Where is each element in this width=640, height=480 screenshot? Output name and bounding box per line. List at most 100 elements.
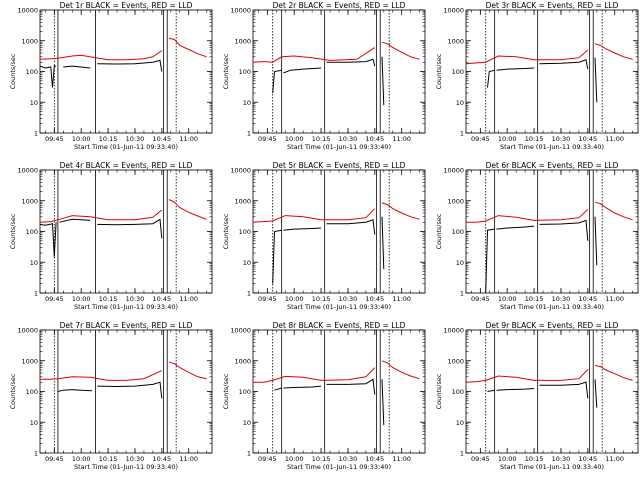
y-tick-label: 1 (34, 290, 38, 298)
events-series-line (57, 389, 93, 392)
y-tick-label: 10 (456, 259, 464, 267)
x-tick-label: 11:00 (605, 455, 624, 463)
x-tick-label: 10:15 (312, 135, 331, 143)
panel-title: Det 8r BLACK = Events, RED = LLD (273, 321, 406, 330)
detector-panel-9: Det 9r BLACK = Events, RED = LLD 1 10 100 10… (435, 321, 639, 471)
y-tick-label: 10 (456, 99, 464, 107)
events-series-line (594, 57, 598, 103)
y-tick-label: 100 (239, 388, 251, 396)
y-tick-label: 100 (452, 388, 464, 396)
panel-title: Det 1r BLACK = Events, RED = LLD (60, 1, 193, 10)
x-tick-label: 11:00 (392, 295, 411, 303)
y-tick-label: 1000 (234, 357, 251, 365)
y-tick-label: 10 (243, 99, 251, 107)
events-series-line (97, 59, 163, 72)
plot-frame (465, 9, 639, 134)
y-tick-label: 10000 (443, 7, 464, 15)
x-tick-label: 10:00 (498, 135, 517, 143)
lld-series-line (252, 208, 376, 223)
y-tick-label: 1 (247, 290, 251, 298)
x-tick-label: 09:45 (258, 295, 277, 303)
x-tick-label: 09:45 (258, 135, 277, 143)
x-tick-label: 09:45 (471, 135, 490, 143)
x-tick-label: 10:30 (552, 455, 571, 463)
x-tick-label: 10:45 (152, 135, 171, 143)
detector-panel-2: Det 2r BLACK = Events, RED = LLD 1 10 100 10… (222, 1, 426, 151)
x-tick-label: 11:00 (179, 295, 198, 303)
y-axis-label: Counts/sec (222, 53, 230, 89)
lld-series-line (253, 367, 376, 383)
y-axis-label: Counts/sec (435, 53, 443, 89)
events-series-line (539, 219, 589, 241)
x-tick-label: 10:00 (72, 135, 91, 143)
lld-series-line (594, 201, 633, 221)
y-tick-label: 10 (30, 99, 38, 107)
panel-title: Det 2r BLACK = Events, RED = LLD (273, 1, 406, 10)
x-tick-label: 10:15 (312, 295, 331, 303)
y-tick-label: 100 (452, 228, 464, 236)
lld-series-line (168, 361, 207, 380)
x-tick-label: 09:45 (258, 455, 277, 463)
plot-frame (252, 329, 426, 454)
lld-series-line (40, 370, 163, 381)
events-series-line (539, 59, 589, 70)
lld-series-line (381, 360, 420, 380)
y-tick-label: 10 (243, 419, 251, 427)
y-tick-label: 1 (460, 290, 464, 298)
x-tick-label: 11:00 (392, 455, 411, 463)
x-tick-label: 11:00 (179, 135, 198, 143)
x-tick-label: 10:00 (72, 295, 91, 303)
panel-title: Det 3r BLACK = Events, RED = LLD (486, 1, 619, 10)
x-tick-label: 10:15 (525, 455, 544, 463)
plot-frame (39, 329, 213, 454)
lld-series-line (594, 43, 633, 60)
events-series-line (59, 218, 91, 223)
y-tick-label: 1000 (21, 37, 38, 45)
x-tick-label: 10:00 (285, 295, 304, 303)
x-tick-label: 09:45 (45, 455, 64, 463)
events-series-line (39, 65, 57, 88)
lld-series-line (466, 209, 589, 223)
x-tick-label: 10:30 (339, 135, 358, 143)
panel-title: Det 6r BLACK = Events, RED = LLD (486, 161, 619, 170)
x-axis-label: Start Time (01-Jun-11 09:33:40) (74, 303, 178, 311)
x-tick-label: 10:00 (72, 455, 91, 463)
y-tick-label: 10000 (230, 327, 251, 335)
x-axis-label: Start Time (01-Jun-11 09:33:40) (287, 303, 391, 311)
events-series-line (63, 65, 91, 69)
y-tick-label: 1000 (21, 197, 38, 205)
events-series-line (594, 216, 598, 266)
x-axis-label: Start Time (01-Jun-11 09:33:40) (74, 143, 178, 151)
y-tick-label: 10000 (443, 327, 464, 335)
lld-series-line (381, 41, 420, 60)
x-tick-label: 10:45 (365, 135, 384, 143)
y-axis-label: Counts/sec (9, 213, 17, 249)
y-tick-label: 100 (26, 388, 38, 396)
y-tick-label: 10000 (230, 7, 251, 15)
x-tick-label: 10:00 (498, 295, 517, 303)
y-tick-label: 10000 (230, 167, 251, 175)
events-series-line (283, 385, 322, 389)
y-axis-label: Counts/sec (222, 213, 230, 249)
x-tick-label: 11:00 (605, 135, 624, 143)
x-tick-label: 10:15 (525, 295, 544, 303)
y-tick-label: 1000 (447, 197, 464, 205)
detector-panel-8: Det 8r BLACK = Events, RED = LLD 1 10 100 10… (222, 321, 426, 471)
x-tick-label: 10:00 (498, 455, 517, 463)
x-tick-label: 09:45 (471, 295, 490, 303)
plot-frame (465, 329, 639, 454)
detector-panel-1: Det 1r BLACK = Events, RED = LLD 1 10 100 10… (9, 1, 213, 151)
events-series-line (487, 69, 495, 88)
lld-series-line (465, 49, 589, 65)
y-tick-label: 100 (239, 228, 251, 236)
x-tick-label: 09:45 (45, 295, 64, 303)
x-tick-label: 10:15 (99, 295, 118, 303)
y-tick-label: 10 (456, 419, 464, 427)
lld-series-line (39, 50, 163, 61)
panel-title: Det 7r BLACK = Events, RED = LLD (60, 321, 193, 330)
detector-panel-6: Det 6r BLACK = Events, RED = LLD 1 10 100 10… (435, 161, 639, 311)
y-tick-label: 10000 (17, 7, 38, 15)
y-tick-label: 100 (26, 228, 38, 236)
y-tick-label: 1 (460, 450, 464, 458)
x-tick-label: 10:45 (152, 455, 171, 463)
